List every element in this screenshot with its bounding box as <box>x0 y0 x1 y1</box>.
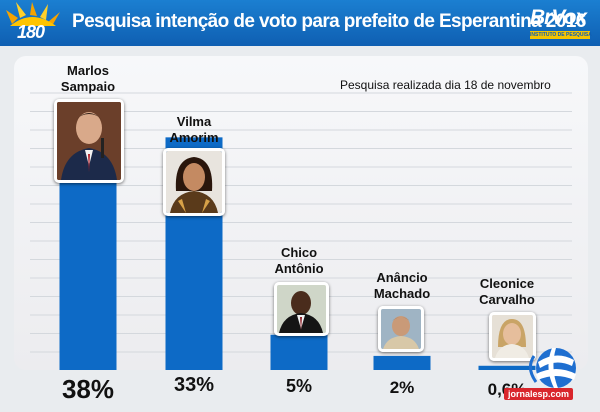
bar-3 <box>373 355 431 370</box>
brvox-logo-subtext: INSTITUTO DE PESQUISA <box>530 31 592 39</box>
vote-percentage-label: 5% <box>285 376 312 396</box>
candidate-label-chico-antonio: Chico Antônio <box>254 245 344 277</box>
bar-2 <box>270 334 328 370</box>
candidate-photo-cleonice-carvalho <box>489 312 536 361</box>
page-title: Pesquisa intenção de voto para prefeito … <box>72 11 586 32</box>
vote-percentage-label: 33% <box>173 374 215 396</box>
candidate-name-line2: Machado <box>373 286 431 301</box>
sunburst-logo-icon <box>6 2 60 26</box>
candidate-name-line1: Marlos <box>67 63 109 78</box>
header-bar: 180 Pesquisa intenção de voto para prefe… <box>0 0 600 46</box>
candidate-name-line2: Sampaio <box>60 79 116 94</box>
candidate-photo-vilma-amorim <box>163 148 225 216</box>
vote-percentage-label: 38% <box>61 374 115 404</box>
candidate-label-vilma-amorim: Vilma Amorim <box>149 114 239 146</box>
bar-4 <box>478 365 536 370</box>
logo-180: 180 <box>4 2 62 44</box>
candidate-name-line2: Amorim <box>169 130 219 145</box>
brvox-logo: BrVox INSTITUTO DE PESQUISA <box>524 6 596 40</box>
candidate-name-line1: Anâncio <box>376 270 428 285</box>
candidate-photo-anancio-machado <box>378 306 424 352</box>
candidate-name-line1: Vilma <box>176 114 212 129</box>
candidate-name-line1: Chico <box>280 245 318 260</box>
candidate-label-cleonice-carvalho: Cleonice Carvalho <box>462 276 552 308</box>
candidate-name-line2: Carvalho <box>479 292 535 307</box>
candidate-name-line2: Antônio <box>274 261 324 276</box>
candidate-label-anancio-machado: Anâncio Machado <box>357 270 447 302</box>
brvox-logo-text: BrVox <box>530 6 587 29</box>
chart-subtitle: Pesquisa realizada dia 18 de novembro <box>340 78 551 92</box>
candidate-photo-marlos-sampaio <box>54 99 124 183</box>
vote-percentage-label: 2% <box>389 378 415 397</box>
footer-url: jornalesp.com <box>504 388 574 400</box>
candidate-label-marlos-sampaio: Marlos Sampaio <box>43 63 133 95</box>
candidate-photo-chico-antonio <box>274 282 329 336</box>
globe-logo-icon <box>529 348 576 388</box>
candidate-name-line1: Cleonice <box>479 276 535 291</box>
logo-180-text: 180 <box>17 22 45 42</box>
